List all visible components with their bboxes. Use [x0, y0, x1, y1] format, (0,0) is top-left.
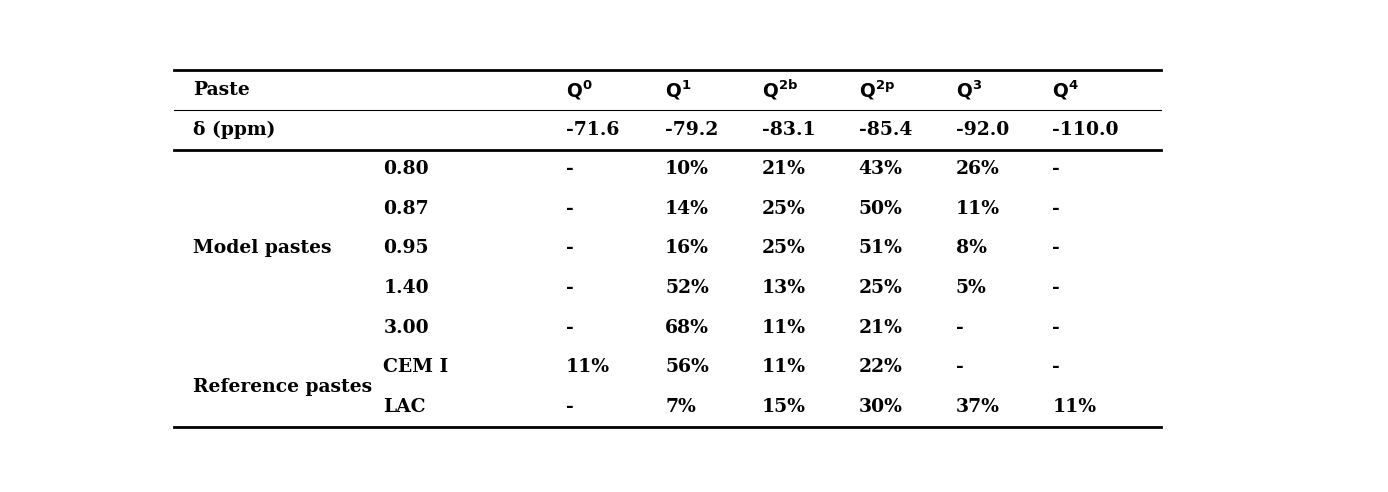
Text: δ (ppm): δ (ppm) — [193, 121, 275, 139]
Text: Paste: Paste — [193, 81, 250, 99]
Text: 37%: 37% — [955, 398, 999, 416]
Text: 7%: 7% — [665, 398, 695, 416]
Text: 68%: 68% — [665, 319, 709, 337]
Text: CEM I: CEM I — [383, 358, 448, 376]
Text: -85.4: -85.4 — [859, 121, 912, 139]
Text: 25%: 25% — [859, 279, 902, 297]
Text: -: - — [566, 200, 573, 218]
Text: $\mathbf{Q^1}$: $\mathbf{Q^1}$ — [665, 78, 691, 102]
Text: 11%: 11% — [955, 200, 999, 218]
Text: 3.00: 3.00 — [383, 319, 429, 337]
Text: LAC: LAC — [383, 398, 426, 416]
Text: -: - — [955, 358, 963, 376]
Text: 22%: 22% — [859, 358, 902, 376]
Text: 0.95: 0.95 — [383, 240, 429, 257]
Text: 21%: 21% — [762, 160, 806, 178]
Text: 13%: 13% — [762, 279, 806, 297]
Text: -: - — [955, 319, 963, 337]
Text: 50%: 50% — [859, 200, 902, 218]
Text: 25%: 25% — [762, 240, 806, 257]
Text: 30%: 30% — [859, 398, 902, 416]
Text: -: - — [1052, 200, 1060, 218]
Text: -: - — [566, 398, 573, 416]
Text: 14%: 14% — [665, 200, 709, 218]
Text: -110.0: -110.0 — [1052, 121, 1119, 139]
Text: 56%: 56% — [665, 358, 709, 376]
Text: $\mathbf{Q^4}$: $\mathbf{Q^4}$ — [1052, 78, 1078, 102]
Text: $\mathbf{Q^{2b}}$: $\mathbf{Q^{2b}}$ — [762, 78, 798, 102]
Text: 25%: 25% — [762, 200, 806, 218]
Text: $\mathbf{Q^{2p}}$: $\mathbf{Q^{2p}}$ — [859, 78, 895, 102]
Text: -92.0: -92.0 — [955, 121, 1009, 139]
Text: -: - — [566, 319, 573, 337]
Text: -: - — [566, 279, 573, 297]
Text: 11%: 11% — [1052, 398, 1097, 416]
Text: 21%: 21% — [859, 319, 902, 337]
Text: 52%: 52% — [665, 279, 709, 297]
Text: -: - — [566, 160, 573, 178]
Text: 0.80: 0.80 — [383, 160, 429, 178]
Text: 11%: 11% — [762, 319, 806, 337]
Text: 15%: 15% — [762, 398, 806, 416]
Text: 0.87: 0.87 — [383, 200, 429, 218]
Text: -: - — [1052, 160, 1060, 178]
Text: 51%: 51% — [859, 240, 902, 257]
Text: -: - — [1052, 358, 1060, 376]
Text: -79.2: -79.2 — [665, 121, 719, 139]
Text: 8%: 8% — [955, 240, 987, 257]
Text: -83.1: -83.1 — [762, 121, 816, 139]
Text: 11%: 11% — [566, 358, 611, 376]
Text: 10%: 10% — [665, 160, 709, 178]
Text: $\mathbf{Q^3}$: $\mathbf{Q^3}$ — [955, 78, 981, 102]
Text: 26%: 26% — [955, 160, 999, 178]
Text: 16%: 16% — [665, 240, 709, 257]
Text: $\mathbf{Q^0}$: $\mathbf{Q^0}$ — [566, 78, 593, 102]
Text: -: - — [1052, 319, 1060, 337]
Text: -: - — [1052, 240, 1060, 257]
Text: -: - — [1052, 279, 1060, 297]
Text: 1.40: 1.40 — [383, 279, 429, 297]
Text: 43%: 43% — [859, 160, 902, 178]
Text: -: - — [566, 240, 573, 257]
Text: Reference pastes: Reference pastes — [193, 378, 372, 396]
Text: -71.6: -71.6 — [566, 121, 619, 139]
Text: 11%: 11% — [762, 358, 806, 376]
Text: Model pastes: Model pastes — [193, 240, 332, 257]
Text: 5%: 5% — [955, 279, 987, 297]
